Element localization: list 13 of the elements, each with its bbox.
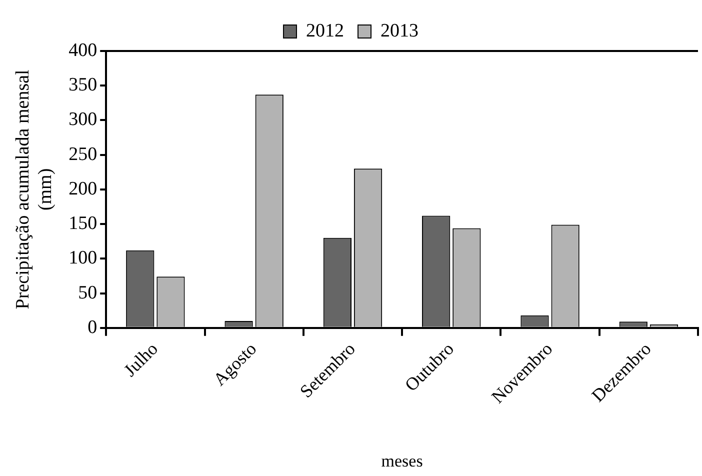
y-tick-label: 0 [88, 316, 98, 338]
y-tick-label: 50 [78, 282, 98, 304]
y-tick-label: 250 [68, 144, 98, 165]
legend-label: 2013 [380, 20, 418, 42]
y-axis-title: Precipitação acumulada mensal (mm) [12, 70, 56, 310]
y-tick-label: 350 [68, 74, 98, 96]
y-tick-label: 150 [68, 213, 98, 234]
y-tick-label: 200 [68, 178, 98, 200]
legend-label: 2012 [306, 20, 344, 42]
y-tick-label: 300 [68, 109, 98, 130]
x-axis-title: meses [381, 451, 423, 470]
y-tick-label: 400 [68, 40, 98, 61]
y-tick-label: 100 [68, 248, 98, 269]
